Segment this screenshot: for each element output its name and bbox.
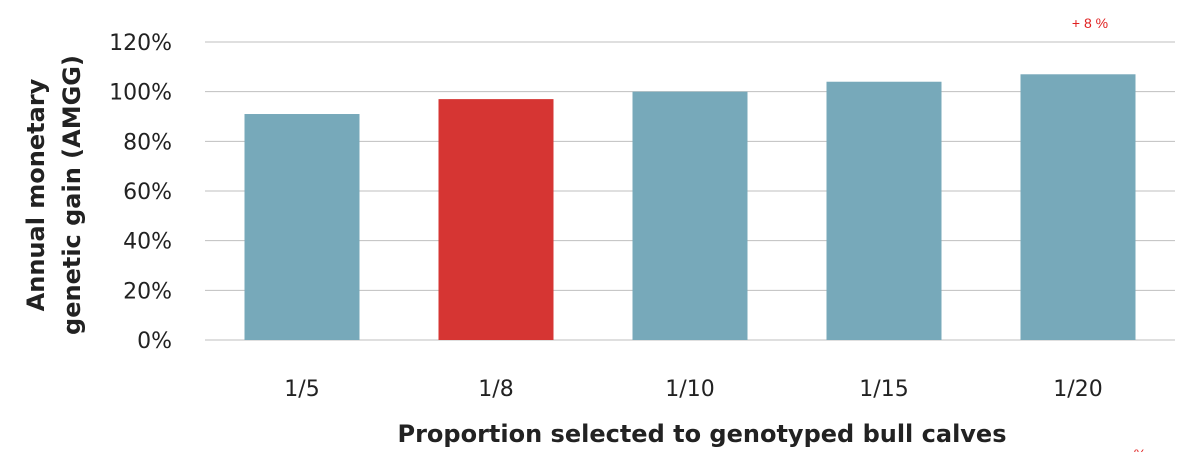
bar-1-15 [826,81,942,340]
bar-1-8 [438,99,554,340]
x-tick-label: 1/20 [1053,377,1102,402]
x-tick-label: 1/5 [284,377,319,402]
y-tick-label: 120% [109,31,172,56]
bars [244,74,1136,341]
x-tick-label: 1/15 [859,377,908,402]
y-tick-label: 40% [123,230,172,255]
x-tick-labels: 1/5 1/8 1/10 1/15 1/20 [284,377,1102,402]
bar-1-10 [632,91,748,341]
bar-1-5 [244,114,360,341]
y-axis-title-line-2: genetic gain (AMGG) [58,55,86,335]
annotation-bottom: % [1134,446,1146,452]
annotation-top: + 8 % [1072,15,1108,31]
y-tick-label: 80% [123,130,172,155]
y-tick-label: 0% [137,329,172,354]
y-tick-label: 100% [109,81,172,106]
y-axis-title-line-1: Annual monetary [22,78,50,311]
y-tick-label: 20% [123,279,172,304]
x-axis-title: Proportion selected to genotyped bull ca… [397,420,1006,448]
y-tick-labels: 0% 20% 40% 60% 80% 100% 120% [109,31,172,354]
y-tick-label: 60% [123,180,172,205]
bar-1-20 [1020,74,1136,341]
x-tick-label: 1/10 [665,377,714,402]
x-tick-label: 1/8 [478,377,513,402]
